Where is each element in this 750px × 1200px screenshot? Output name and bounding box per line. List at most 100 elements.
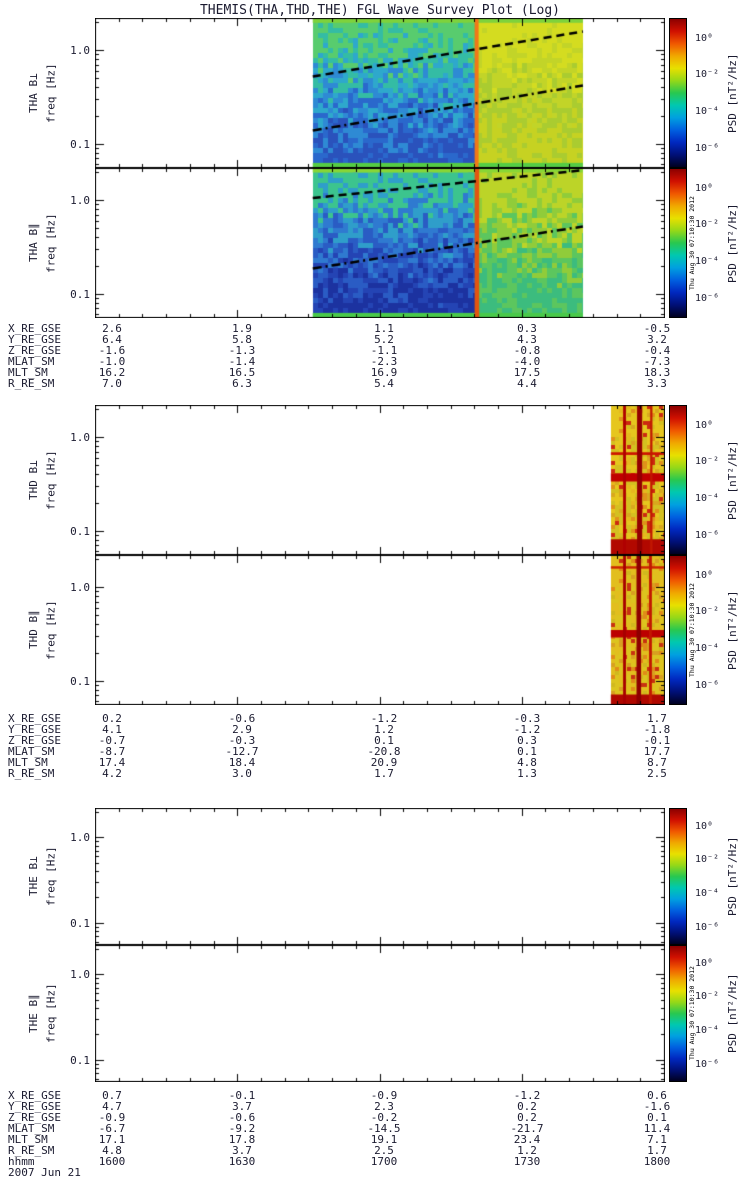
panel-id-label: THE B∥ (27, 994, 40, 1033)
panel-y-axis-label: THD B⊥ freq [Hz] (25, 405, 67, 555)
ephemeris-value: -9.2 (228, 1122, 256, 1135)
panel-id-label: THA B⊥ (27, 73, 40, 113)
colorbar: Thu Aug 30 07:10:30 2012 10⁰ 10⁻² 10⁻⁴ 1… (669, 945, 739, 1082)
ephemeris-value: 18.3 (643, 366, 671, 379)
ephemeris-label: X_RE_GSE (8, 1089, 61, 1102)
freq-tick-label: 1.0 (70, 194, 90, 208)
ephemeris-row: Y_RE_GSE 4.7 3.7 2.3 0.2 -1.6 (0, 1101, 750, 1112)
ephemeris-value: 23.4 (513, 1133, 541, 1146)
ephemeris-value: 1.9 (232, 322, 252, 335)
colorbar-tick: 10⁻² (695, 69, 720, 81)
spectrogram-panel-tha-bpar: 1.0 0.1 THA B∥ freq [Hz] (27, 168, 665, 318)
plot-title: THEMIS(THA,THD,THE) FGL Wave Survey Plot… (199, 3, 561, 18)
ephemeris-value: 0.2 (517, 1100, 537, 1113)
psd-axis-label: PSD [nT²/Hz] (726, 836, 739, 917)
colorbar-tick: 10⁻⁶ (695, 529, 720, 541)
ephemeris-value: 1.2 (517, 1144, 537, 1157)
ephemeris-row: R_RE_SM 4.8 3.7 2.5 1.2 1.7 (0, 1145, 750, 1156)
panel-id-label: THD B⊥ (27, 460, 40, 500)
ephemeris-label: Z_RE_GSE (8, 734, 61, 747)
spectrogram-canvas (95, 808, 665, 945)
colorbar-gradient (669, 405, 687, 555)
freq-tick-label: 1.0 (70, 44, 90, 58)
freq-axis-label: freq [Hz] (44, 846, 58, 907)
psd-axis-label: PSD [nT²/Hz] (726, 590, 739, 670)
freq-axis-label: freq [Hz] (44, 63, 58, 123)
panel-id-label: THA B∥ (27, 223, 40, 263)
ephemeris-value: -0.9 (370, 1089, 398, 1102)
ephemeris-value: -14.5 (367, 1122, 401, 1135)
ephemeris-value: 4.3 (517, 333, 537, 346)
colorbar-tick: 10⁰ (695, 32, 714, 44)
colorbar-tick: 10⁻⁴ (695, 493, 720, 504)
spectrogram-canvas (95, 555, 665, 705)
ephemeris-row: Y_RE_GSE 6.4 5.8 5.2 4.3 3.2 (0, 334, 750, 345)
ephemeris-value: 5.8 (232, 333, 252, 346)
freq-axis-label: freq [Hz] (44, 600, 58, 660)
panel-y-axis-label: THE B⊥ freq [Hz] (25, 808, 67, 945)
spectrogram-panel-the-bperp: 1.0 0.1 THE B⊥ freq [Hz] (27, 808, 665, 945)
freq-tick-label: 1.0 (70, 831, 90, 845)
panel-y-axis-label: THA B⊥ freq [Hz] (25, 18, 67, 168)
freq-tick-label: 0.1 (70, 674, 90, 688)
colorbar-tick: 10⁻² (695, 606, 720, 618)
colorbar-tick: 10⁻⁶ (695, 679, 720, 691)
ephemeris-value: 11.4 (643, 1122, 671, 1135)
ephemeris-value: 0.2 (517, 1111, 537, 1124)
panel-id-label: THE B⊥ (27, 856, 40, 897)
ephemeris-value: 5.2 (374, 333, 394, 346)
ephemeris-value: 17.4 (98, 756, 126, 769)
ephemeris-label: Z_RE_GSE (8, 344, 61, 357)
ephemeris-value: -1.2 (513, 1089, 541, 1102)
ephemeris-value: 17.5 (513, 366, 541, 379)
ephemeris-value: 3.7 (232, 1144, 252, 1157)
ephemeris-value: -0.6 (228, 712, 256, 725)
ephemeris-table-tha: X_RE_GSE 2.6 1.9 1.1 0.3 -0.5 Y_RE_GSE 6… (0, 323, 750, 389)
ephemeris-row: Z_RE_GSE -0.7 -0.3 0.1 0.3 -0.1 (0, 735, 750, 746)
ephemeris-value: 16.9 (370, 366, 398, 379)
ephemeris-value: 6.4 (102, 333, 122, 346)
colorbar-tick: 10⁻⁶ (695, 142, 720, 154)
ephemeris-label: X_RE_GSE (8, 322, 61, 335)
ephemeris-row: R_RE_SM 4.2 3.0 1.7 1.3 2.5 (0, 768, 750, 779)
ephemeris-value: 19.1 (370, 1133, 398, 1146)
ephemeris-value: 0.2 (102, 712, 122, 725)
colorbar-gradient (669, 555, 687, 705)
ephemeris-value: -0.1 (643, 734, 671, 747)
colorbar-gradient (669, 808, 687, 945)
spectrogram-panel-the-bpar: 1.0 0.1 THE B∥ freq [Hz] (27, 945, 665, 1082)
ephemeris-row: X_RE_GSE 2.6 1.9 1.1 0.3 -0.5 (0, 323, 750, 334)
psd-axis-label: PSD [nT²/Hz] (726, 53, 739, 133)
ephemeris-label: MLT_SM (8, 366, 48, 379)
ephemeris-row: Y_RE_GSE 4.1 2.9 1.2 -1.2 -1.8 (0, 724, 750, 735)
ephemeris-value: 18.4 (228, 756, 256, 769)
time-tick-label: 1700 (370, 1155, 398, 1168)
freq-axis-label: freq [Hz] (44, 213, 58, 273)
ephemeris-value: -4.0 (513, 355, 541, 368)
colorbar-tick: 10⁻⁴ (695, 256, 720, 267)
colorbar: 10⁰ 10⁻² 10⁻⁴ 10⁻⁶ PSD [nT²/Hz] (669, 808, 739, 945)
freq-axis-label: freq [Hz] (44, 983, 58, 1044)
colorbar-tick: 10⁰ (695, 957, 714, 969)
freq-tick-label: 1.0 (70, 968, 90, 982)
ephemeris-value: -0.3 (228, 734, 256, 747)
ephemeris-value: -12.7 (225, 745, 259, 758)
ephemeris-label: Y_RE_GSE (8, 1100, 61, 1113)
colorbar-tick: 10⁰ (695, 419, 714, 431)
ephemeris-value: -6.7 (98, 1122, 126, 1135)
ephemeris-table-thd: X_RE_GSE 0.2 -0.6 -1.2 -0.3 1.7 Y_RE_GSE… (0, 713, 750, 779)
ephemeris-value: -1.6 (98, 344, 126, 357)
ephemeris-value: 0.3 (517, 322, 537, 335)
colorbar-tick: 10⁰ (695, 820, 714, 832)
ephemeris-row: X_RE_GSE 0.2 -0.6 -1.2 -0.3 1.7 (0, 713, 750, 724)
ephemeris-value: 4.4 (517, 377, 537, 390)
ephemeris-value: 0.1 (374, 734, 394, 747)
freq-tick-label: 0.1 (70, 916, 90, 930)
time-tick-label: 1630 (228, 1155, 256, 1168)
ephemeris-value: 4.8 (517, 756, 537, 769)
colorbar-tick: 10⁰ (695, 569, 714, 581)
spectrogram-canvas (95, 168, 665, 318)
colorbar: 10⁰ 10⁻² 10⁻⁴ 10⁻⁶ PSD [nT²/Hz] (669, 405, 739, 555)
ephemeris-value: 3.7 (232, 1100, 252, 1113)
panel-y-axis-label: THA B∥ freq [Hz] (25, 168, 67, 318)
